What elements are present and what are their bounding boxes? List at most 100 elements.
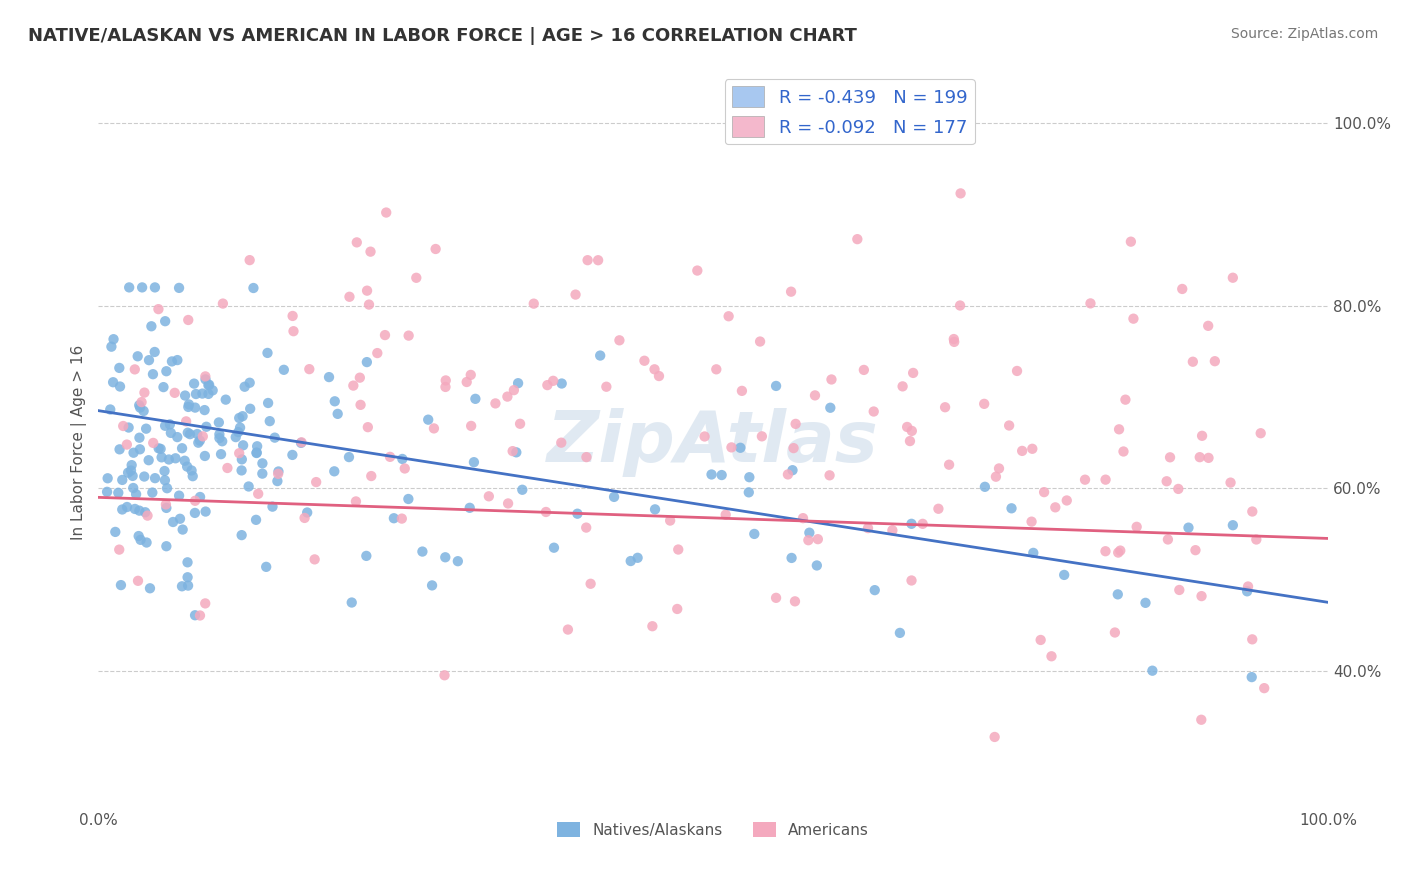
Point: [1074, 473, 1097, 487]
Point: [170, 441, 193, 455]
Point: [502, 444, 524, 458]
Point: [434, 550, 457, 565]
Point: [686, 263, 709, 277]
Point: [1167, 482, 1189, 496]
Point: [191, 386, 214, 401]
Point: [1159, 450, 1181, 465]
Point: [420, 578, 443, 592]
Point: [949, 298, 972, 312]
Point: [984, 469, 1007, 483]
Point: [342, 378, 364, 392]
Point: [135, 535, 157, 549]
Point: [626, 550, 648, 565]
Point: [1168, 582, 1191, 597]
Point: [115, 500, 138, 514]
Point: [509, 417, 531, 431]
Point: [1056, 493, 1078, 508]
Point: [644, 502, 666, 516]
Point: [1005, 364, 1028, 378]
Point: [710, 468, 733, 483]
Point: [911, 516, 934, 531]
Point: [197, 378, 219, 392]
Point: [101, 376, 124, 390]
Point: [172, 523, 194, 537]
Point: [1000, 501, 1022, 516]
Point: [1191, 589, 1213, 603]
Point: [1119, 235, 1142, 249]
Point: [776, 467, 799, 482]
Point: [820, 372, 842, 386]
Point: [141, 485, 163, 500]
Point: [160, 354, 183, 368]
Point: [557, 623, 579, 637]
Point: [901, 424, 924, 438]
Point: [122, 481, 145, 495]
Point: [731, 384, 754, 398]
Point: [157, 452, 180, 467]
Point: [1080, 296, 1102, 310]
Point: [433, 668, 456, 682]
Point: [162, 515, 184, 529]
Point: [998, 418, 1021, 433]
Point: [167, 281, 190, 295]
Point: [567, 507, 589, 521]
Point: [242, 281, 264, 295]
Point: [820, 401, 842, 415]
Point: [742, 527, 765, 541]
Point: [239, 376, 262, 390]
Point: [411, 544, 433, 558]
Point: [382, 511, 405, 525]
Point: [159, 417, 181, 432]
Point: [294, 511, 316, 525]
Point: [783, 594, 806, 608]
Point: [1204, 354, 1226, 368]
Point: [852, 363, 875, 377]
Point: [586, 253, 609, 268]
Point: [176, 459, 198, 474]
Point: [780, 285, 803, 299]
Point: [273, 363, 295, 377]
Point: [863, 583, 886, 598]
Point: [633, 353, 655, 368]
Point: [901, 366, 924, 380]
Point: [720, 441, 742, 455]
Point: [188, 434, 211, 448]
Point: [782, 463, 804, 477]
Point: [340, 595, 363, 609]
Point: [103, 332, 125, 346]
Point: [458, 500, 481, 515]
Point: [1222, 518, 1244, 533]
Point: [111, 502, 134, 516]
Point: [127, 574, 149, 588]
Point: [1219, 475, 1241, 490]
Point: [153, 464, 176, 478]
Point: [456, 375, 478, 389]
Point: [143, 280, 166, 294]
Point: [108, 379, 131, 393]
Point: [245, 513, 267, 527]
Point: [155, 539, 177, 553]
Point: [304, 552, 326, 566]
Point: [143, 345, 166, 359]
Point: [693, 429, 716, 443]
Point: [1157, 533, 1180, 547]
Point: [231, 463, 253, 477]
Point: [266, 474, 288, 488]
Point: [246, 445, 269, 459]
Point: [195, 419, 218, 434]
Point: [502, 383, 524, 397]
Point: [122, 446, 145, 460]
Point: [575, 450, 598, 464]
Point: [238, 479, 260, 493]
Point: [166, 353, 188, 368]
Point: [589, 349, 612, 363]
Point: [391, 511, 413, 525]
Point: [228, 446, 250, 460]
Point: [125, 487, 148, 501]
Point: [765, 591, 787, 605]
Point: [226, 425, 249, 439]
Text: Source: ZipAtlas.com: Source: ZipAtlas.com: [1230, 27, 1378, 41]
Point: [155, 364, 177, 378]
Point: [1021, 442, 1043, 456]
Point: [889, 626, 911, 640]
